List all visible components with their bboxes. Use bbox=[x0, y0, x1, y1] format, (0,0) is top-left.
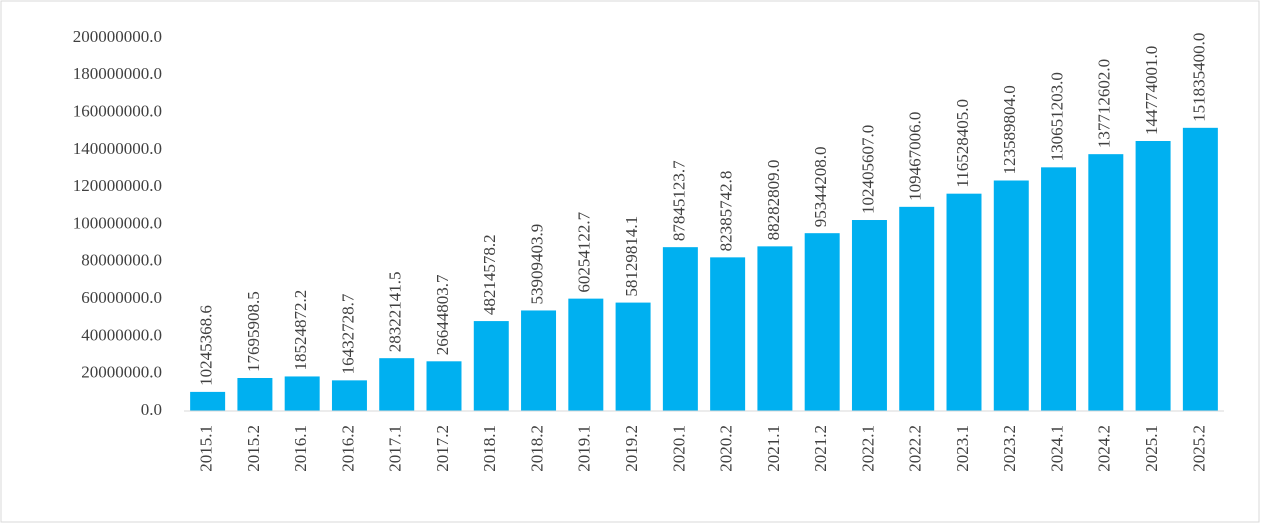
bar bbox=[1041, 167, 1077, 411]
bar bbox=[1135, 140, 1171, 411]
x-tick-label: 2024.1 bbox=[1047, 425, 1066, 472]
y-tick-label: 160000000.0 bbox=[73, 102, 162, 121]
y-tick-label: 60000000.0 bbox=[81, 288, 162, 307]
value-label: 28322141.5 bbox=[386, 271, 405, 352]
x-tick-label: 2022.2 bbox=[906, 425, 925, 472]
value-label: 60254122.7 bbox=[575, 211, 594, 292]
y-tick-label: 80000000.0 bbox=[81, 251, 162, 270]
value-label: 48214578.2 bbox=[480, 234, 499, 315]
x-tick-label: 2019.2 bbox=[622, 425, 641, 472]
y-tick-label: 0.0 bbox=[141, 400, 162, 419]
x-tick-label: 2018.2 bbox=[527, 425, 546, 472]
value-label: 144774001.0 bbox=[1142, 46, 1161, 135]
x-tick-label: 2015.2 bbox=[244, 425, 263, 472]
value-label: 10245368.6 bbox=[197, 305, 216, 386]
bar bbox=[1088, 154, 1124, 411]
value-label: 130651203.0 bbox=[1047, 72, 1066, 161]
bar bbox=[899, 206, 935, 411]
value-label: 26644803.7 bbox=[433, 274, 452, 355]
x-tick-label: 2021.2 bbox=[811, 425, 830, 472]
x-tick-label: 2022.1 bbox=[858, 425, 877, 472]
value-label: 151835400.0 bbox=[1189, 33, 1208, 122]
bar bbox=[568, 298, 604, 411]
bar bbox=[190, 391, 226, 411]
bar bbox=[473, 321, 509, 411]
bar bbox=[804, 233, 840, 411]
bar bbox=[615, 302, 651, 411]
bar bbox=[1182, 127, 1218, 412]
y-tick-label: 20000000.0 bbox=[81, 363, 162, 382]
value-label: 109467006.0 bbox=[906, 112, 925, 201]
bar bbox=[331, 380, 367, 411]
bar bbox=[237, 377, 273, 411]
x-tick-label: 2020.2 bbox=[717, 425, 736, 472]
bar bbox=[426, 361, 462, 411]
x-tick-label: 2020.1 bbox=[669, 425, 688, 472]
y-tick-label: 200000000.0 bbox=[73, 27, 162, 46]
x-tick-label: 2015.1 bbox=[197, 425, 216, 472]
x-tick-label: 2025.1 bbox=[1142, 425, 1161, 472]
bar bbox=[379, 358, 415, 411]
x-tick-label: 2016.1 bbox=[291, 425, 310, 472]
y-tick-label: 40000000.0 bbox=[81, 325, 162, 344]
bar bbox=[757, 246, 793, 411]
bar bbox=[993, 180, 1029, 411]
x-tick-label: 2017.2 bbox=[433, 425, 452, 472]
bar bbox=[521, 310, 557, 411]
bar bbox=[662, 247, 698, 411]
value-label: 88282809.0 bbox=[764, 160, 783, 241]
value-label: 116528405.0 bbox=[953, 99, 972, 188]
y-tick-label: 140000000.0 bbox=[73, 139, 162, 158]
value-label: 95344208.0 bbox=[811, 146, 830, 227]
value-label: 58129814.1 bbox=[622, 216, 641, 297]
x-tick-label: 2025.2 bbox=[1189, 425, 1208, 472]
value-label: 123589804.0 bbox=[1000, 85, 1019, 174]
value-label: 87845123.7 bbox=[669, 160, 688, 241]
x-tick-label: 2023.1 bbox=[953, 425, 972, 472]
bar bbox=[946, 193, 982, 411]
value-label: 82385742.8 bbox=[717, 171, 736, 252]
bar bbox=[851, 220, 887, 411]
y-tick-label: 180000000.0 bbox=[73, 64, 162, 83]
x-tick-label: 2023.2 bbox=[1000, 425, 1019, 472]
y-tick-label: 100000000.0 bbox=[73, 213, 162, 232]
value-label: 102405607.0 bbox=[858, 125, 877, 214]
value-label: 18524872.2 bbox=[291, 290, 310, 371]
x-tick-label: 2024.2 bbox=[1095, 425, 1114, 472]
x-tick-label: 2016.2 bbox=[338, 425, 357, 472]
x-tick-label: 2018.1 bbox=[480, 425, 499, 472]
value-label: 137712602.0 bbox=[1095, 59, 1114, 148]
x-tick-label: 2017.1 bbox=[386, 425, 405, 472]
x-tick-label: 2019.1 bbox=[575, 425, 594, 472]
y-tick-label: 120000000.0 bbox=[73, 176, 162, 195]
bar bbox=[284, 376, 320, 411]
bar bbox=[710, 257, 746, 411]
value-label: 53909403.9 bbox=[527, 224, 546, 305]
x-tick-label: 2021.1 bbox=[764, 425, 783, 472]
value-label: 16432728.7 bbox=[338, 293, 357, 374]
value-label: 17695908.5 bbox=[244, 291, 263, 372]
